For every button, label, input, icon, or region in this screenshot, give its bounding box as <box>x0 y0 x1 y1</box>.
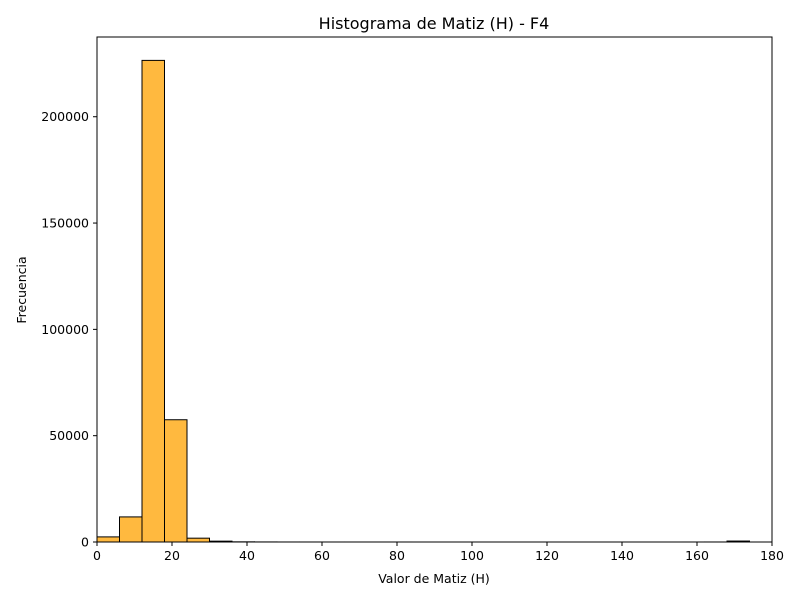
histogram-bar-1 <box>119 516 143 543</box>
x-tick-label: 120 <box>535 548 559 563</box>
y-tick-label: 200000 <box>41 109 89 124</box>
x-tick-label: 0 <box>93 548 101 563</box>
histogram-bar-3 <box>164 419 188 543</box>
chart-title: Histograma de Matiz (H) - F4 <box>319 14 550 33</box>
x-tick-label: 140 <box>610 548 634 563</box>
histogram-bar-2 <box>141 59 165 543</box>
y-axis-label: Frecuencia <box>14 256 29 323</box>
x-tick-label: 80 <box>389 548 405 563</box>
x-tick-label: 160 <box>685 548 709 563</box>
bars-layer <box>96 59 750 543</box>
y-axis-ticks: 0 50000 100000 150000 200000 <box>41 109 97 550</box>
y-tick-label: 0 <box>81 535 89 550</box>
y-tick-label: 100000 <box>41 322 89 337</box>
x-tick-label: 180 <box>760 548 784 563</box>
y-tick-label: 150000 <box>41 216 89 231</box>
x-tick-label: 20 <box>164 548 180 563</box>
x-axis-ticks: 0 20 40 60 80 100 120 140 160 180 <box>93 542 784 563</box>
x-tick-label: 40 <box>239 548 255 563</box>
y-tick-label: 50000 <box>49 428 89 443</box>
x-axis-label: Valor de Matiz (H) <box>378 571 490 586</box>
histogram-bar-0 <box>96 536 120 543</box>
plot-frame <box>96 36 773 543</box>
x-tick-label: 60 <box>314 548 330 563</box>
x-tick-label: 100 <box>460 548 484 563</box>
histogram-bar-4 <box>186 537 210 543</box>
